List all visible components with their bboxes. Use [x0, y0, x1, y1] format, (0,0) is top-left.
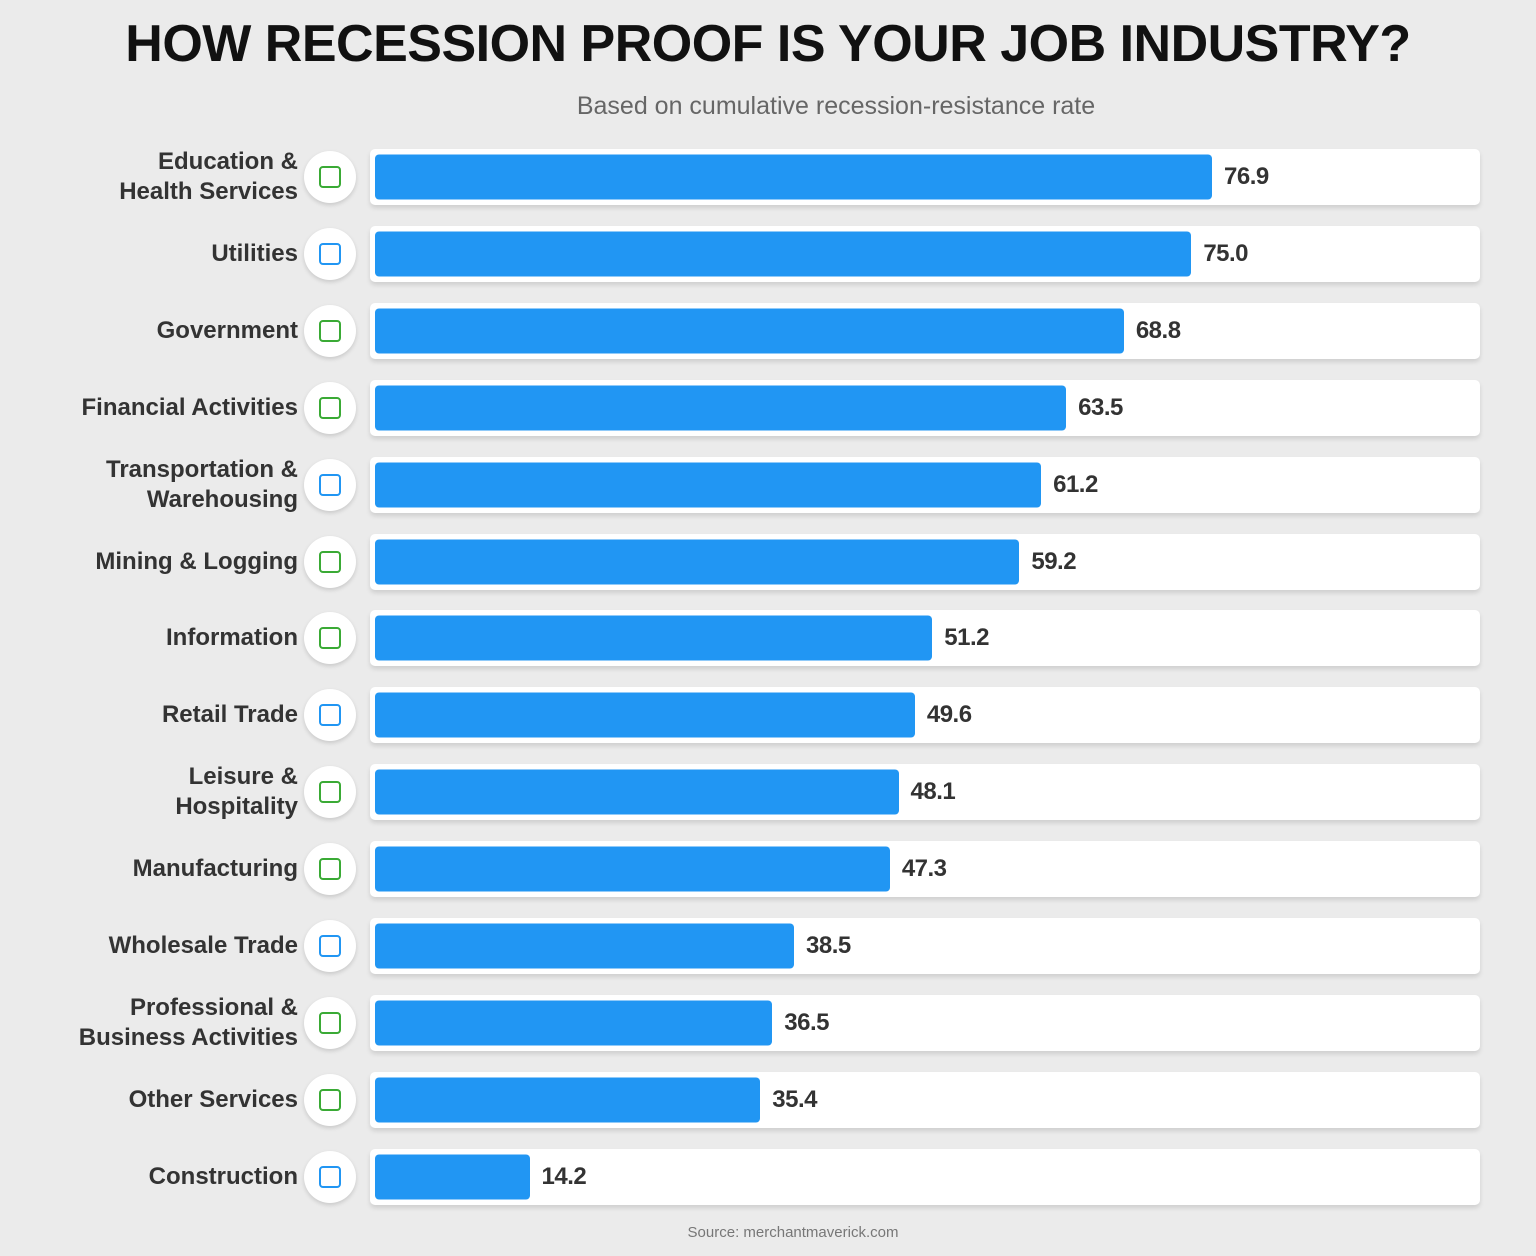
bar: [375, 308, 1124, 354]
bar: [375, 923, 795, 969]
category-icon: [304, 1073, 356, 1126]
bar: [375, 769, 899, 815]
category-label: Mining & Logging: [95, 547, 298, 575]
category-label: Other Services: [128, 1085, 298, 1113]
category-icon: [304, 227, 356, 280]
bar: [375, 539, 1020, 584]
value-label: 61.2: [1053, 470, 1098, 498]
chart-title: HOW RECESSION PROOF IS YOUR JOB INDUSTRY…: [125, 15, 1411, 73]
bar: [375, 692, 915, 738]
category-label: Utilities: [211, 239, 298, 267]
bar: [375, 462, 1042, 508]
bar: [375, 1000, 773, 1046]
category-icon: [304, 1150, 356, 1203]
category-icon: [304, 151, 356, 203]
category-label: Government: [156, 316, 298, 344]
bar: [375, 615, 933, 661]
category-label: Wholesale Trade: [108, 932, 298, 959]
category-icon: [304, 843, 356, 896]
category-label: Leisure & Hospitality: [175, 763, 298, 821]
category-label: Education & Health Services: [119, 148, 298, 205]
category-label: Retail Trade: [161, 701, 298, 729]
value-label: 49.6: [926, 701, 972, 729]
category-icon: [304, 381, 356, 434]
value-label: 63.5: [1078, 393, 1123, 421]
value-label: 51.2: [944, 624, 989, 652]
value-label: 68.8: [1135, 316, 1181, 344]
category-icon: [304, 612, 356, 665]
bar: [375, 846, 890, 892]
category-icon: [304, 458, 356, 511]
chart-subtitle: Based on cumulative recession-resistance…: [576, 92, 1096, 120]
value-label: 76.9: [1224, 163, 1269, 190]
value-label: 75.0: [1203, 239, 1249, 267]
bar: [375, 385, 1067, 431]
value-label: 47.3: [901, 855, 947, 883]
category-icon: [304, 535, 356, 588]
category-icon: [304, 996, 356, 1049]
category-label: Transportation & Warehousing: [105, 455, 298, 513]
category-icon: [304, 920, 356, 972]
bar: [375, 154, 1212, 200]
category-icon: [304, 689, 356, 742]
value-label: 36.5: [784, 1008, 829, 1036]
category-label: Manufacturing: [132, 855, 298, 883]
category-icon: [304, 766, 356, 819]
value-label: 14.2: [541, 1162, 587, 1190]
category-icon: [304, 304, 356, 357]
bar: [375, 231, 1192, 277]
bar: [375, 1154, 530, 1200]
category-label: Professional & Business Activities: [78, 993, 298, 1051]
value-label: 59.2: [1031, 547, 1077, 575]
source: Source: merchantmaverick.com: [687, 1224, 899, 1241]
category-label: Information: [166, 624, 298, 652]
value-label: 35.4: [772, 1085, 818, 1113]
category-label: Financial Activities: [81, 393, 298, 421]
bar-track: [370, 1148, 1480, 1205]
category-label: Construction: [148, 1162, 298, 1190]
value-label: 48.1: [910, 778, 956, 806]
value-label: 38.5: [806, 932, 851, 959]
bar: [375, 1077, 761, 1123]
